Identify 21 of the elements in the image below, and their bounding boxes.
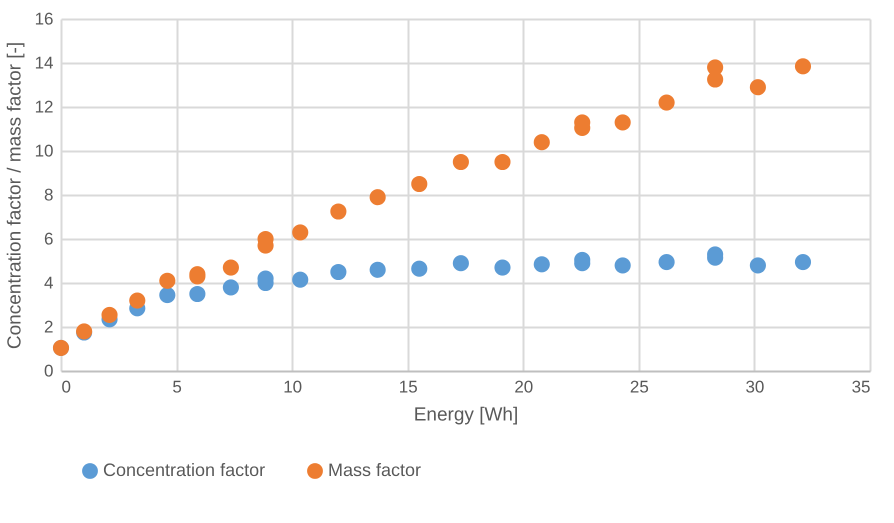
legend-label: Concentration factor (103, 460, 266, 480)
y-tick-label: 6 (44, 230, 54, 248)
y-tick-label: 2 (44, 318, 54, 336)
x-axis-title: Energy [Wh] (414, 404, 518, 426)
legend-label: Mass factor (328, 460, 422, 480)
y-tick-label: 16 (34, 10, 54, 28)
x-tick-label: 30 (745, 378, 764, 396)
x-tick-label: 5 (172, 378, 182, 396)
y-tick-label: 14 (34, 54, 54, 72)
x-tick-label: 35 (852, 378, 870, 396)
x-tick-label: 0 (62, 378, 71, 396)
x-tick-label: 15 (398, 378, 418, 396)
x-tick-label: 25 (630, 378, 649, 396)
y-tick-label: 0 (44, 362, 54, 380)
y-tick-label: 10 (34, 142, 54, 160)
y-tick-label: 4 (44, 274, 54, 292)
y-tick-label: 12 (34, 98, 54, 116)
x-tick-label: 10 (283, 378, 302, 396)
x-tick-label: 20 (514, 378, 534, 396)
y-tick-label: 8 (44, 186, 54, 204)
y-axis-title: Concentration factor / mass factor [-] (4, 42, 26, 350)
